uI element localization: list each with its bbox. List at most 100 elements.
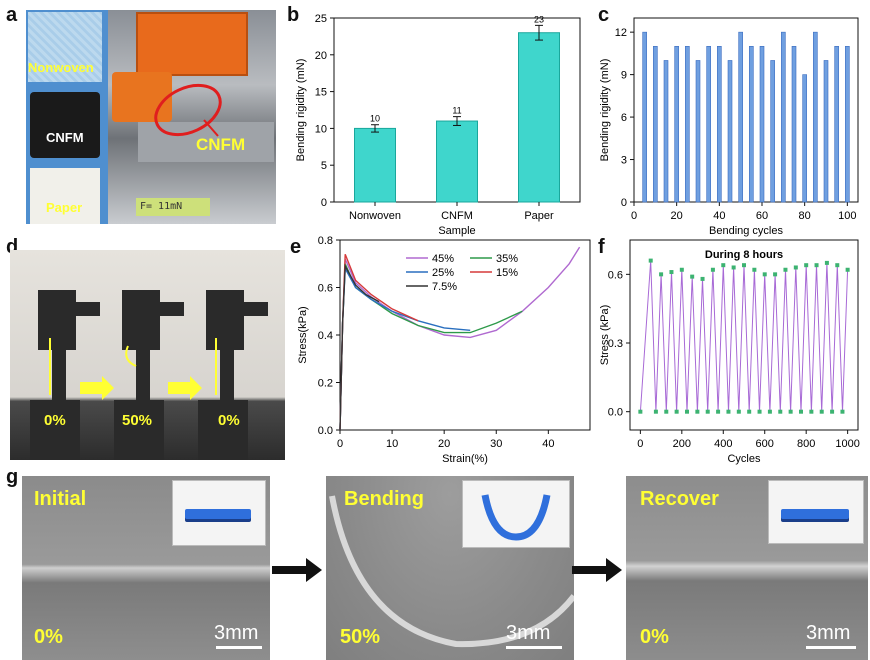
scale-text-recover: 3mm — [806, 622, 851, 644]
plot-frame — [633, 17, 859, 203]
cycle-marker-15 — [721, 263, 726, 268]
bar-cycle-90 — [823, 60, 829, 203]
bar-cycle-95 — [834, 46, 839, 203]
y-tick-label-3: 9 — [621, 70, 627, 82]
sem-pct-bending: 50% — [340, 626, 381, 648]
panel-d-photo: 0% 50% 0% — [10, 250, 285, 460]
y-tick-label-2: 0.6 — [608, 269, 623, 281]
cycle-marker-35 — [824, 260, 829, 265]
bar-cycle-75 — [791, 46, 797, 203]
x-tick-label-3: 60 — [756, 210, 768, 222]
x-tick-label-4: 800 — [797, 438, 815, 450]
cycle-marker-34 — [819, 409, 824, 414]
y-tick-label-0: 0 — [321, 197, 327, 209]
y-axis-label: Bending rigidity (mN) — [295, 59, 307, 162]
panel-letter-g: g — [6, 466, 19, 488]
cycle-marker-27 — [783, 267, 788, 272]
bar-nonwoven — [354, 127, 396, 203]
panel-a-photo: Nonwoven CNFM Paper CNFM F= 11mN — [26, 10, 276, 224]
x-tick-label-0: 0 — [637, 438, 643, 450]
cycle-marker-7 — [679, 267, 684, 272]
series-line-0 — [339, 246, 581, 431]
cycle-marker-9 — [690, 274, 695, 279]
y-tick-label-1: 0.3 — [608, 338, 623, 350]
x-tick-label-2: 400 — [714, 438, 732, 450]
data-label-2: 23 — [534, 14, 544, 24]
x-tick-label-1: 10 — [386, 438, 398, 450]
bar-cycle-40 — [717, 46, 722, 203]
x-axis-label: Bending cycles — [709, 225, 783, 237]
series-line-4 — [339, 263, 380, 431]
bar-cycle-20 — [674, 46, 679, 203]
x-tick-label-4: 80 — [799, 210, 811, 222]
inset-bent — [462, 480, 570, 548]
sem-initial: Initial 0% 3mm — [22, 476, 270, 660]
bar-cycle-85 — [813, 31, 818, 203]
cycle-line — [639, 260, 849, 412]
cycle-marker-26 — [778, 409, 783, 414]
cycle-marker-6 — [674, 409, 679, 414]
y-tick-label-1: 3 — [621, 155, 627, 167]
cycle-marker-38 — [840, 409, 845, 414]
bar-cycle-55 — [749, 46, 754, 203]
cycle-marker-2 — [653, 409, 658, 414]
x-tick-label-2: 40 — [713, 210, 725, 222]
bent-strip-icon — [481, 494, 551, 541]
sem-title-bending: Bending — [344, 488, 424, 510]
bar-cycle-60 — [759, 46, 765, 203]
scale-bar-bending — [506, 646, 562, 649]
flat-strip-icon-recover — [781, 509, 849, 519]
cycle-marker-28 — [788, 409, 793, 414]
x-tick-label-5: 100 — [838, 210, 856, 222]
plot-frame — [339, 239, 591, 431]
x-tick-label-3: 30 — [490, 438, 502, 450]
inset-flat-recover — [768, 480, 864, 544]
bar-cycle-15 — [663, 60, 669, 203]
y-axis-label: Bending rigidity (mN) — [599, 59, 611, 162]
x-tick-label-1: 20 — [671, 210, 683, 222]
sem-pct-initial: 0% — [34, 626, 63, 648]
bar-paper — [518, 32, 560, 203]
cycle-marker-8 — [685, 409, 689, 414]
cycle-marker-31 — [804, 263, 809, 268]
instrument-orange-base — [112, 72, 172, 122]
plot-frame — [629, 239, 859, 431]
inset-flat-initial — [172, 480, 266, 546]
bar-cycle-10 — [653, 46, 658, 203]
x-tick-label-0: 0 — [337, 438, 343, 450]
paper-sample — [30, 168, 100, 224]
legend-label-1: 35% — [496, 253, 518, 265]
cycle-marker-3 — [659, 272, 664, 277]
bending-fixtures — [30, 290, 268, 460]
bend-label-0-recover: 0% — [218, 412, 240, 429]
bar-cycle-50 — [738, 31, 743, 203]
bar-cycle-100 — [845, 46, 850, 203]
cycle-marker-11 — [700, 276, 705, 281]
legend-label-4: 7.5% — [432, 281, 457, 293]
y-tick-label-2: 0.4 — [318, 330, 333, 342]
x-tick-label-2: 20 — [438, 438, 450, 450]
sem-title-recover: Recover — [640, 488, 719, 510]
data-label-1: 11 — [452, 106, 461, 116]
y-tick-label-4: 0.8 — [318, 235, 333, 247]
sample-label-cnfm: CNFM — [46, 130, 84, 145]
cycle-marker-24 — [767, 409, 772, 414]
data-label-0: 10 — [370, 114, 380, 124]
bar-cycle-80 — [802, 74, 807, 203]
cycle-marker-25 — [773, 272, 778, 277]
force-readout: F= 11mN — [136, 198, 210, 216]
bar-chart-bending-cycles: 0 3 6 9 12 0 20 40 60 80 100 Bending cycles Bending … — [599, 17, 859, 237]
cycle-marker-4 — [664, 409, 669, 414]
bar-cycle-65 — [770, 60, 775, 203]
panel-letter-c: c — [598, 4, 610, 26]
cycle-marker-1 — [648, 258, 653, 263]
y-tick-label-0: 0.0 — [608, 407, 623, 419]
panel-letter-a: a — [6, 4, 18, 26]
y-tick-label-1: 0.2 — [318, 378, 333, 390]
y-tick-label-0: 0.0 — [318, 425, 333, 437]
sample-label-nonwoven: Nonwoven — [28, 60, 94, 75]
line-chart-cyclic-stress: 0.0 0.3 0.6 0 200 400 600 800 1000 Cycles Stress (… — [599, 239, 860, 465]
legend-label-2: 25% — [432, 267, 454, 279]
nonwoven-sample — [28, 12, 102, 82]
y-tick-label-3: 15 — [315, 87, 327, 99]
